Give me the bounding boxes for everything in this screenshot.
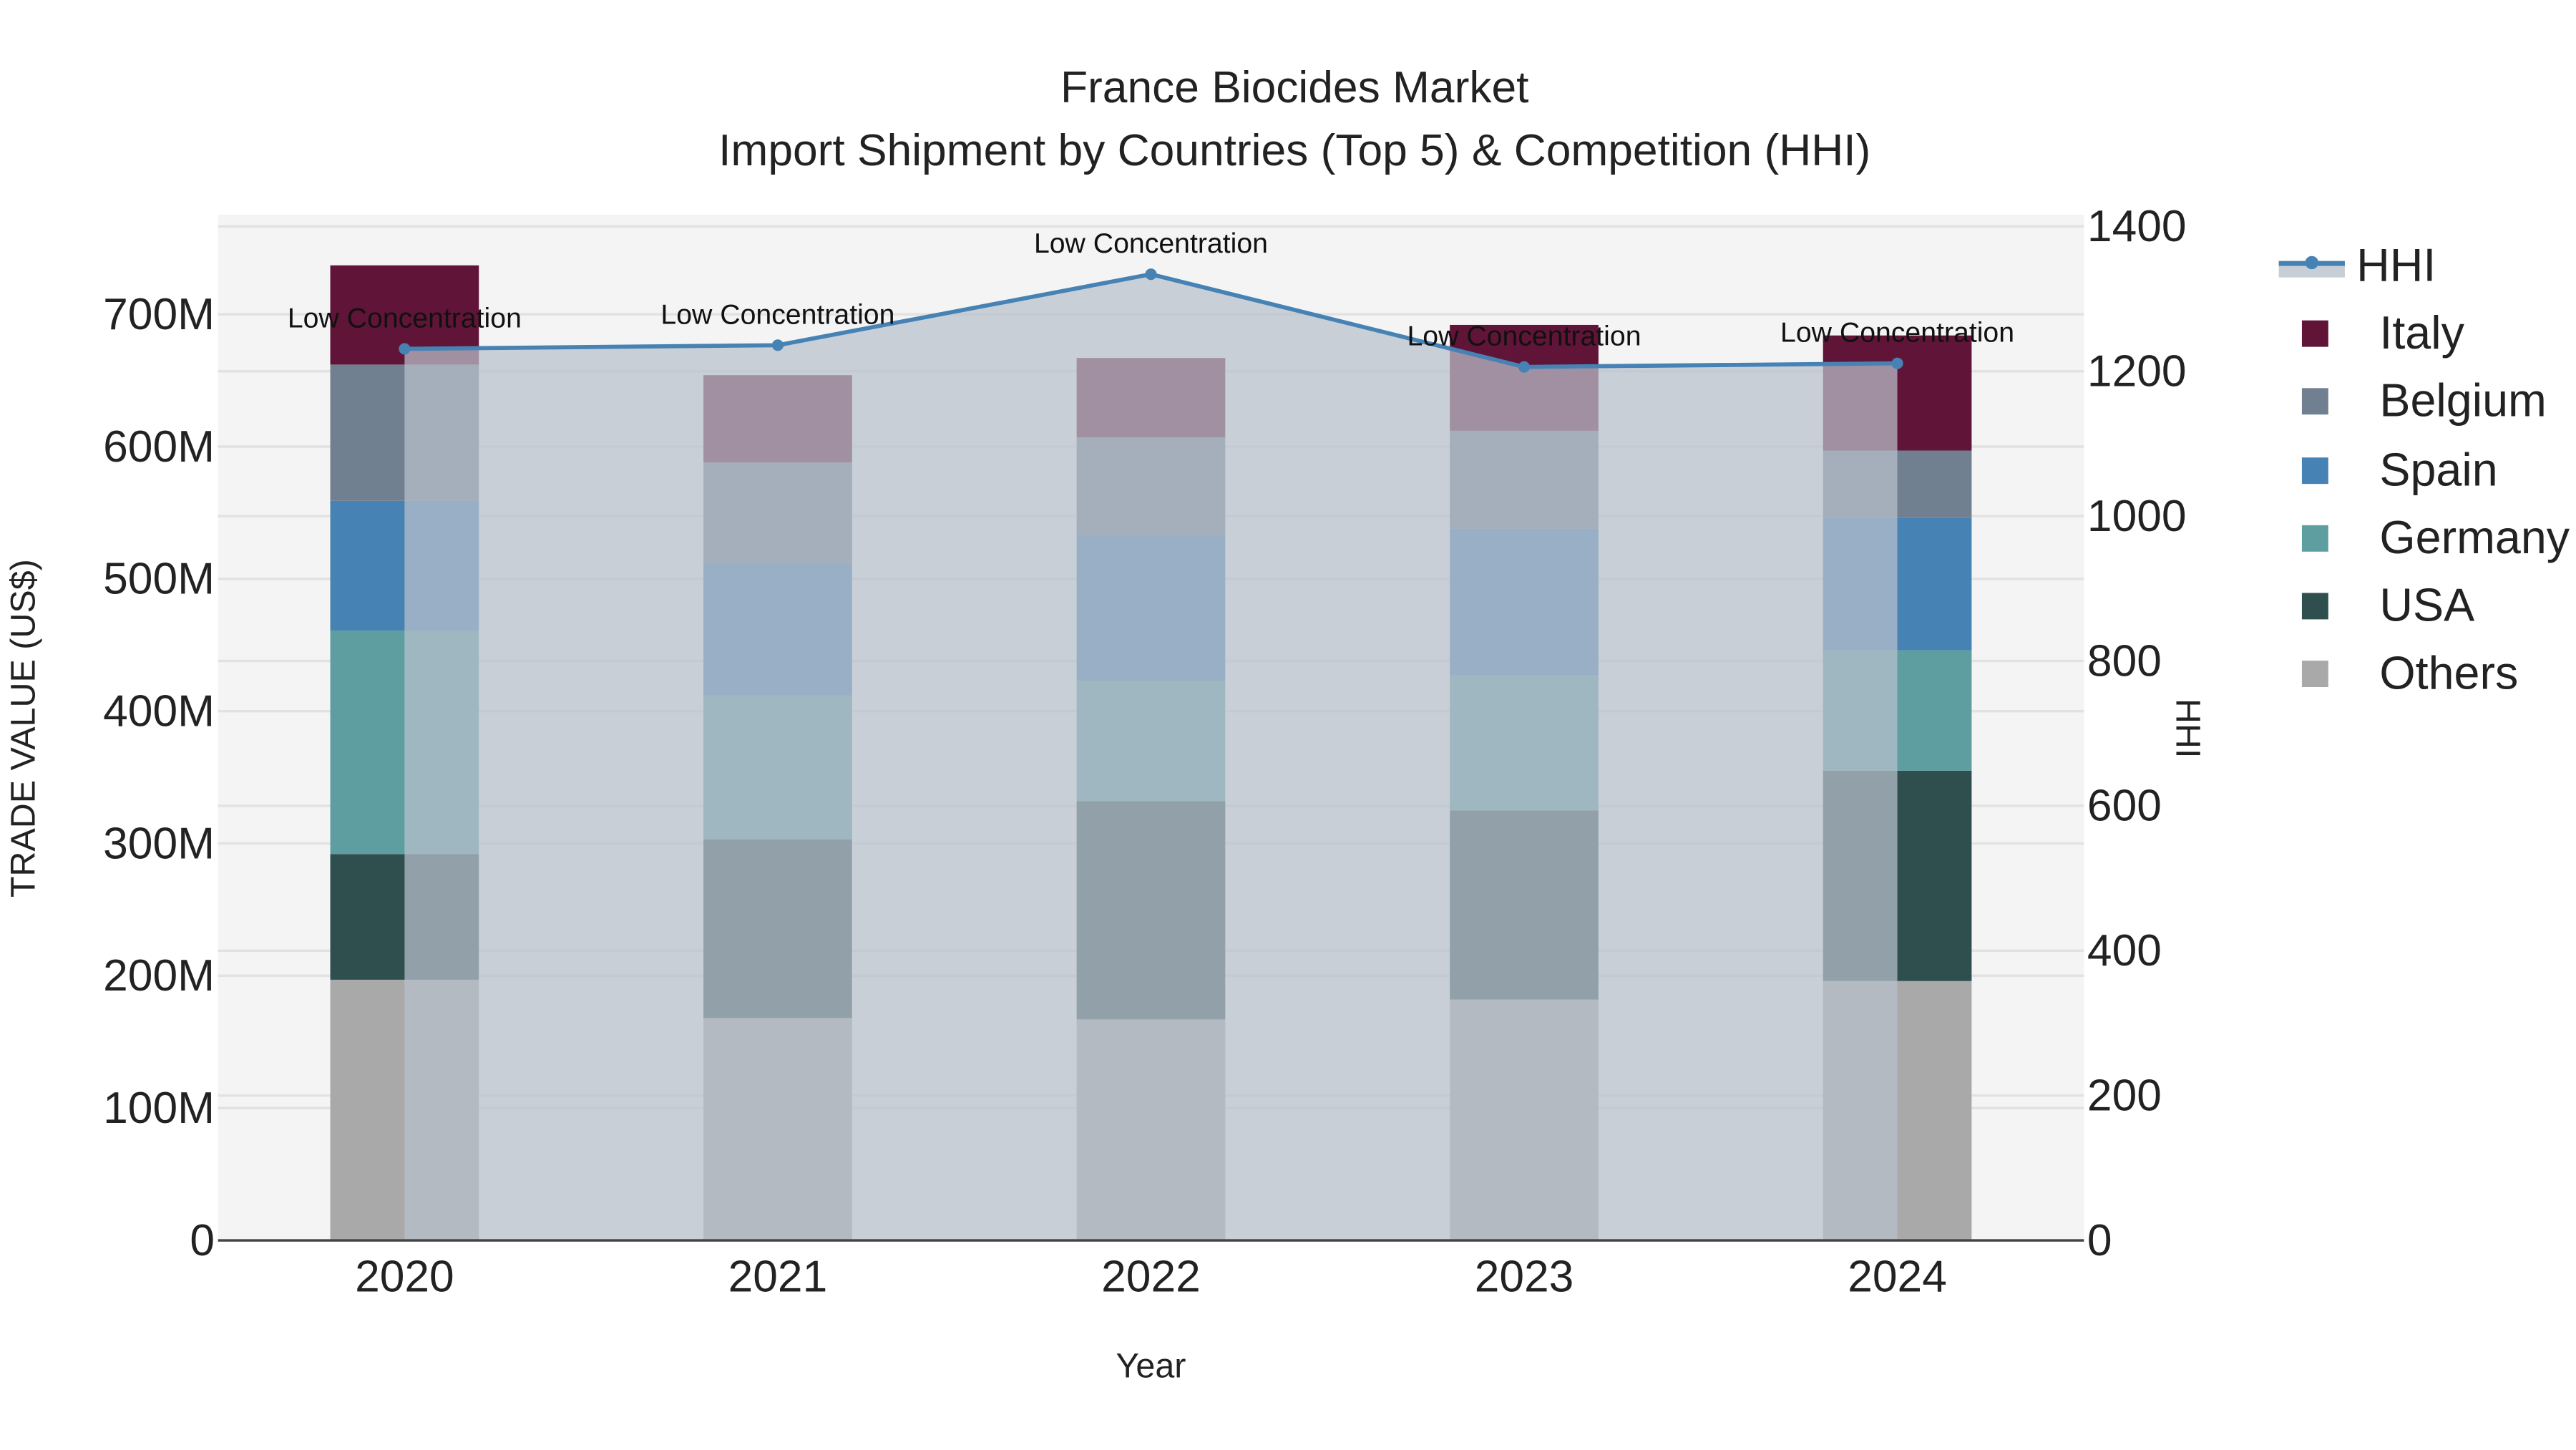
y-left-tick-label: 700M xyxy=(103,290,215,339)
line-marker-icon xyxy=(2278,254,2345,277)
y-left-tick-label: 100M xyxy=(103,1084,215,1133)
y-left-tick-label: 400M xyxy=(103,686,215,736)
square-swatch-icon xyxy=(2301,661,2328,688)
x-axis-title: Year xyxy=(1116,1347,1186,1386)
legend-item-usa[interactable]: USA xyxy=(2279,573,2570,641)
x-tick-label: 2022 xyxy=(1101,1252,1201,1302)
legend-label: Others xyxy=(2379,648,2519,700)
y-right-tick-label: 800 xyxy=(2087,636,2162,686)
y-right-tick-label: 0 xyxy=(2087,1216,2112,1265)
y-left-tick-label: 0 xyxy=(190,1216,215,1265)
legend-label: Italy xyxy=(2379,307,2464,359)
y-left-tick-label: 500M xyxy=(103,555,215,604)
hhi-area xyxy=(404,274,1898,1241)
hhi-annotation: Low Concentration xyxy=(288,302,522,334)
y-left-axis-title: TRADE VALUE (US$) xyxy=(4,559,42,897)
chart-title: France Biocides Market xyxy=(1060,62,1529,112)
y-right-tick-label: 600 xyxy=(2087,782,2162,831)
y-right-tick-label: 200 xyxy=(2087,1071,2162,1120)
legend-label: HHI xyxy=(2356,238,2436,291)
chart-subtitle: Import Shipment by Countries (Top 5) & C… xyxy=(718,125,1871,175)
hhi-annotation: Low Concentration xyxy=(1780,317,2014,349)
x-tick-label: 2021 xyxy=(728,1252,828,1302)
hhi-point[interactable] xyxy=(1891,357,1903,369)
square-swatch-icon xyxy=(2301,457,2328,484)
hhi-point[interactable] xyxy=(771,339,784,351)
y-right-tick-label: 1000 xyxy=(2087,492,2187,541)
y-left-tick-label: 200M xyxy=(103,951,215,1001)
y-left-axis-ticks: 0 100M 200M 300M 400M 500M 600M 700M xyxy=(103,290,215,1265)
legend-item-italy[interactable]: Italy xyxy=(2279,299,2570,367)
square-swatch-icon xyxy=(2301,320,2328,347)
hhi-annotations: Low Concentration Low Concentration Low Co… xyxy=(288,228,2014,352)
hhi-point[interactable] xyxy=(1145,268,1157,281)
square-swatch-icon xyxy=(2301,388,2328,415)
hhi-annotation: Low Concentration xyxy=(1034,228,1268,259)
legend-item-others[interactable]: Others xyxy=(2279,641,2570,709)
legend-label: Belgium xyxy=(2379,375,2547,427)
legend-label: Germany xyxy=(2379,511,2570,563)
y-right-axis-ticks: 0 200 400 600 800 1000 1200 1400 xyxy=(2087,202,2187,1265)
legend-item-spain[interactable]: Spain xyxy=(2279,436,2570,504)
hhi-line xyxy=(399,268,1903,1241)
legend-label: Spain xyxy=(2379,443,2498,495)
hhi-point[interactable] xyxy=(399,343,411,355)
legend-label: USA xyxy=(2379,580,2475,631)
legend-item-hhi[interactable]: HHI xyxy=(2278,231,2570,299)
y-right-tick-label: 1200 xyxy=(2087,347,2187,396)
legend: HHI Italy Belgium Spain Germany USA Othe… xyxy=(2278,231,2570,709)
x-axis-ticks: 2020 2021 2022 2023 2024 xyxy=(355,1252,1947,1302)
legend-item-belgium[interactable]: Belgium xyxy=(2279,368,2570,436)
legend-item-germany[interactable]: Germany xyxy=(2279,504,2570,572)
square-swatch-icon xyxy=(2301,525,2328,552)
y-right-axis-title: HHI xyxy=(2169,699,2207,758)
hhi-annotation: Low Concentration xyxy=(660,298,894,330)
y-right-tick-label: 400 xyxy=(2087,926,2162,975)
hhi-point[interactable] xyxy=(1518,361,1531,373)
y-right-tick-label: 1400 xyxy=(2087,202,2187,251)
y-left-tick-label: 300M xyxy=(103,819,215,868)
x-tick-label: 2020 xyxy=(355,1252,454,1302)
square-swatch-icon xyxy=(2301,593,2328,620)
y-left-tick-label: 600M xyxy=(103,422,215,472)
x-tick-label: 2023 xyxy=(1475,1252,1574,1302)
x-tick-label: 2024 xyxy=(1848,1252,1947,1302)
hhi-annotation: Low Concentration xyxy=(1407,321,1641,352)
